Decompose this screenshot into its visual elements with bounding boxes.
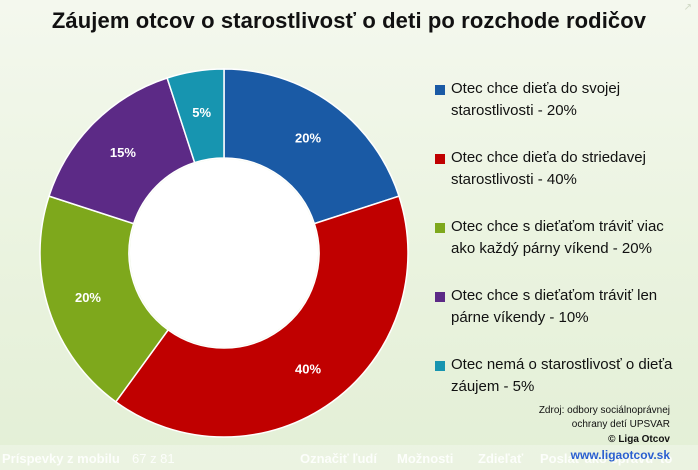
donut-slice — [166, 68, 225, 164]
legend-label: Otec chce dieťa do striedavej starostliv… — [451, 149, 646, 188]
source-note: Zdroj: odbory sociálnoprávnej ochrany de… — [539, 404, 670, 432]
share-icon[interactable]: ↗ — [683, 2, 692, 13]
photo-viewer-bar: Príspevky z mobilu 67 z 81 Označiť ľudí … — [0, 445, 698, 470]
legend-swatch — [435, 292, 445, 302]
slice-data-label: 15% — [110, 145, 136, 160]
legend-item: Otec chce dieťa do svojej starostlivosti… — [435, 78, 697, 147]
legend-item: Otec chce dieťa do striedavej starostliv… — [435, 147, 697, 216]
legend-label: Otec chce s dieťaťom tráviť len párne ví… — [451, 287, 658, 326]
share-button[interactable]: Zdieľať — [478, 451, 524, 466]
send-message-button[interactable]: Poslať ako správu — [540, 451, 654, 466]
legend-swatch — [435, 223, 445, 233]
legend-swatch — [435, 154, 445, 164]
send-message-suffix: to — [660, 451, 673, 466]
legend-label: Otec nemá o starostlivosť o dieťa záujem… — [451, 356, 673, 395]
tag-people-button[interactable]: Označiť ľudí — [300, 451, 377, 466]
chart-title: Záujem otcov o starostlivosť o deti po r… — [51, 8, 647, 33]
credit: © Liga Otcov — [608, 434, 670, 445]
source-line: ochrany detí UPSVAR — [571, 419, 670, 430]
legend-label: Otec chce s dieťaťom tráviť viac ako kaž… — [451, 218, 664, 257]
photo-counter: 67 z 81 — [132, 451, 175, 466]
donut-hole — [130, 159, 318, 347]
legend-item: Otec chce s dieťaťom tráviť len párne ví… — [435, 285, 697, 354]
slice-data-label: 5% — [192, 105, 211, 120]
slice-data-label: 40% — [295, 362, 321, 377]
options-button[interactable]: Možnosti — [397, 451, 454, 466]
website-link[interactable]: www.ligaotcov.sk — [570, 448, 670, 462]
mobile-posts-link[interactable]: Príspevky z mobilu — [2, 451, 120, 466]
slice-data-label: 20% — [295, 130, 321, 145]
legend-item: Otec nemá o starostlivosť o dieťa záujem… — [435, 354, 697, 423]
donut-slice — [223, 68, 400, 225]
legend-swatch — [435, 85, 445, 95]
legend-label: Otec chce dieťa do svojej starostlivosti… — [451, 80, 621, 119]
legend-item: Otec chce s dieťaťom tráviť viac ako kaž… — [435, 216, 697, 285]
legend-swatch — [435, 361, 445, 371]
slice-data-label: 20% — [75, 290, 101, 305]
source-line: Zdroj: odbory sociálnoprávnej — [538, 405, 670, 416]
donut-slice — [114, 195, 409, 438]
donut-slice — [39, 195, 170, 403]
legend: Otec chce dieťa do svojej starostlivosti… — [435, 78, 697, 423]
